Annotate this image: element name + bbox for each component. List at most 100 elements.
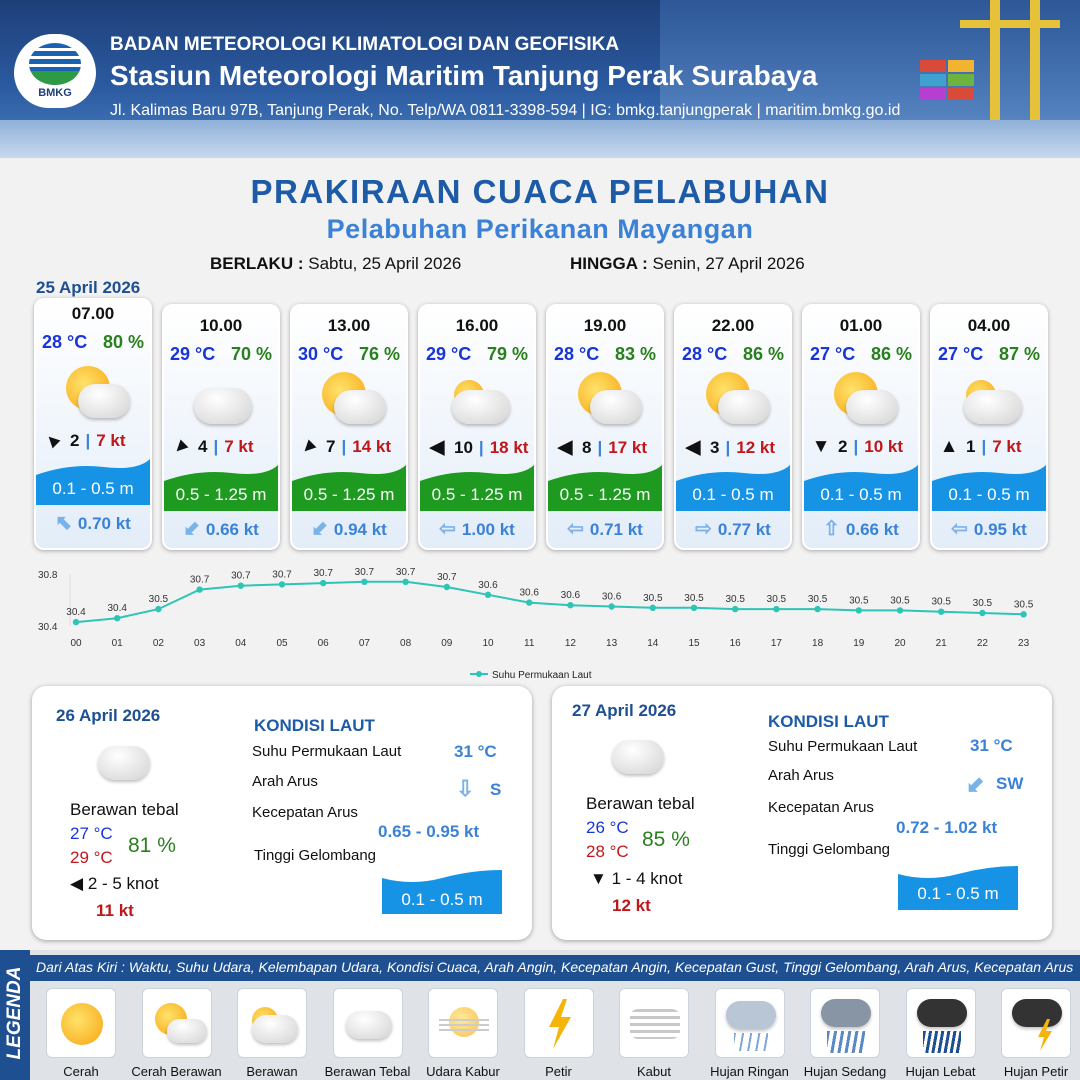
wave-height: 0.1 - 0.5 m <box>932 485 1046 505</box>
wave-height: 0.1 - 0.5 m <box>676 485 790 505</box>
data-point <box>608 603 614 609</box>
wind-speed: 8 <box>582 438 591 458</box>
x-tick-label: 22 <box>977 638 989 649</box>
wind-speed: 2 <box>838 437 847 457</box>
forecast-card: 16.00 29 °C 79 % ◀ 10 | 18 kt 0.5 - 1.25… <box>418 304 536 550</box>
day-gust: 11 kt <box>96 901 134 921</box>
legend-marker <box>476 671 482 677</box>
wind-arrow-icon: ▲ <box>165 431 196 462</box>
data-label: 30.5 <box>890 595 910 606</box>
forecast-card: 01.00 27 °C 86 % ▼ 2 | 10 kt 0.1 - 0.5 m… <box>802 304 920 550</box>
cloud-icon <box>334 390 386 424</box>
day-wind-speed: 1 - 4 knot <box>612 869 683 888</box>
x-tick-label: 13 <box>606 638 618 649</box>
current-speed: 0.94 kt <box>334 520 387 539</box>
forecast-time: 01.00 <box>804 316 918 336</box>
forecast-time: 13.00 <box>292 316 406 336</box>
data-label: 30.6 <box>602 592 622 603</box>
forecast-humidity: 80 % <box>103 332 144 353</box>
forecast-temp: 27 °C <box>938 344 983 365</box>
forecast-time: 07.00 <box>36 304 150 324</box>
gust-speed: 17 kt <box>608 438 647 458</box>
forecast-card: 13.00 30 °C 76 % ▲ 7 | 14 kt 0.5 - 1.25 … <box>290 304 408 550</box>
data-point <box>402 579 408 585</box>
data-label: 30.5 <box>725 594 745 605</box>
bmkg-globe-icon <box>29 43 81 85</box>
sea-temp-chart: 30.8 30.4 30.4 00 30.4 01 30.5 02 30.7 03 30.7 04 30… <box>30 560 1060 680</box>
wave-label-wrap: 0.1 - 0.5 m <box>36 455 150 505</box>
sst-value: 31 °C <box>454 742 497 762</box>
separator: | <box>597 438 602 458</box>
legend-label: Cerah <box>31 1064 131 1079</box>
legend-icon-box <box>715 988 785 1058</box>
haze-lines-icon <box>439 1019 489 1033</box>
valid-to-value: Senin, 27 April 2026 <box>653 254 805 273</box>
legend-caption-bar: Dari Atas Kiri : Waktu, Suhu Udara, Kele… <box>30 955 1080 981</box>
forecast-wind: ▲ 7 | 14 kt <box>298 436 406 458</box>
day-condition: Berawan tebal <box>586 794 695 814</box>
current-speed: 0.66 kt <box>206 520 259 539</box>
forecast-humidity: 83 % <box>615 344 656 365</box>
cloud-icon <box>252 1015 298 1043</box>
forecast-humidity: 87 % <box>999 344 1040 365</box>
gust-speed: 12 kt <box>736 438 775 458</box>
current-speed-row: ⬉ 0.70 kt <box>36 510 150 535</box>
wind-arrow-icon: ◀ <box>682 436 704 459</box>
data-point <box>320 580 326 586</box>
data-point <box>114 615 120 621</box>
data-label: 30.4 <box>107 603 127 614</box>
wave-label: Tinggi Gelombang <box>768 841 890 858</box>
forecast-time: 16.00 <box>420 316 534 336</box>
data-point <box>73 619 79 625</box>
day1-date: 25 April 2026 <box>36 278 140 298</box>
cloud-icon <box>98 746 150 780</box>
current-speed: 0.70 kt <box>78 514 131 533</box>
data-point <box>196 586 202 592</box>
wave-label-wrap: 0.5 - 1.25 m <box>164 461 278 511</box>
fog-icon <box>630 1009 680 1039</box>
cloud-icon <box>78 384 130 418</box>
forecast-wind: ▲ 1 | 7 kt <box>938 436 1046 458</box>
day-wind: ▼ 1 - 4 knot <box>590 869 682 889</box>
data-point <box>897 607 903 613</box>
x-tick-label: 02 <box>153 638 165 649</box>
dir-value: SW <box>996 774 1023 794</box>
cloud-icon <box>821 999 871 1027</box>
wave-height: 0.1 - 0.5 m <box>804 485 918 505</box>
day-humidity: 85 % <box>642 828 690 852</box>
x-tick-label: 04 <box>235 638 247 649</box>
current-arrow-icon: ⬋ <box>311 516 328 541</box>
forecast-humidity: 86 % <box>871 344 912 365</box>
data-point <box>979 610 985 616</box>
data-point <box>650 605 656 611</box>
x-tick-label: 17 <box>771 638 783 649</box>
wave-height: 0.1 - 0.5 m <box>36 479 150 499</box>
container-decoration <box>920 60 946 72</box>
cloud-icon <box>718 390 770 424</box>
data-point <box>526 599 532 605</box>
wind-arrow-icon: ▲ <box>37 425 68 456</box>
data-label: 30.7 <box>190 575 210 586</box>
forecast-temp: 27 °C <box>810 344 855 365</box>
current-arrow-icon: ⇨ <box>695 516 712 541</box>
gust-speed: 7 kt <box>224 437 253 457</box>
forecast-card: 22.00 28 °C 86 % ◀ 3 | 12 kt 0.1 - 0.5 m… <box>674 304 792 550</box>
wave-label-wrap: 0.1 - 0.5 m <box>932 461 1046 511</box>
speed-value: 0.72 - 1.02 kt <box>896 818 997 838</box>
forecast-temp: 30 °C <box>298 344 343 365</box>
kondisi-title: KONDISI LAUT <box>768 712 889 732</box>
data-label: 30.6 <box>561 590 581 601</box>
page-title: PRAKIRAAN CUACA PELABUHAN <box>0 173 1080 211</box>
y-tick-label: 30.8 <box>38 570 58 581</box>
data-label: 30.7 <box>355 567 375 578</box>
data-label: 30.5 <box>973 598 993 609</box>
bmkg-logo: BMKG <box>14 34 96 108</box>
data-label: 30.7 <box>272 569 292 580</box>
cloud-icon <box>726 1001 776 1029</box>
data-label: 30.5 <box>849 595 869 606</box>
wind-arrow-icon: ◀ <box>426 436 448 459</box>
wind-speed: 1 <box>966 437 975 457</box>
data-label: 30.6 <box>519 588 539 599</box>
wave-label-wrap: 0.5 - 1.25 m <box>292 461 406 511</box>
data-point <box>485 592 491 598</box>
